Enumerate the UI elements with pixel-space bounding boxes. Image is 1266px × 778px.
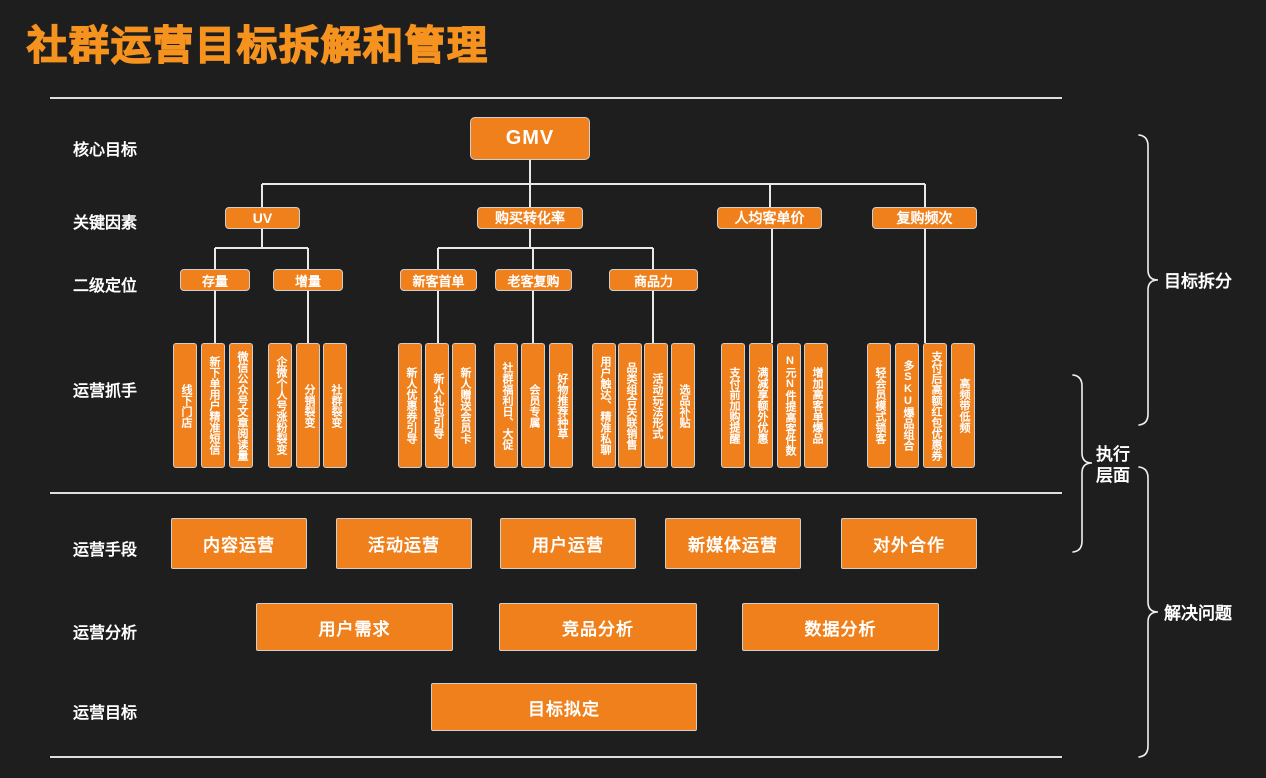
section-label-key-factors: 关键因素 bbox=[73, 215, 138, 232]
tactic-node-label: 线下门店 bbox=[179, 383, 192, 428]
tactic-node: 满减享额外优惠 bbox=[749, 343, 773, 468]
tactic-node: 新人赠送会员卡 bbox=[452, 343, 476, 468]
tactic-node: 品类组合关联销售 bbox=[618, 343, 642, 468]
bracket-label-goal-split: 目标拆分 bbox=[1164, 272, 1232, 291]
key-factor-node: UV bbox=[225, 207, 300, 229]
secondary-position-node: 新客首单 bbox=[400, 269, 477, 291]
tactic-node: 新人礼包引导 bbox=[425, 343, 449, 468]
tactic-node-label: 新人礼包引导 bbox=[431, 372, 444, 439]
tactic-node: 线下门店 bbox=[173, 343, 197, 468]
tactic-node-label: 会员专属 bbox=[527, 383, 540, 428]
tactic-node-label: 多SKU爆品组合 bbox=[901, 360, 914, 451]
tactic-node-label: 满减享额外优惠 bbox=[755, 367, 768, 444]
tactic-node: 增加高客单爆品 bbox=[804, 343, 828, 468]
method-node: 内容运营 bbox=[171, 518, 307, 569]
section-label-core-goal: 核心目标 bbox=[73, 142, 138, 159]
key-factor-node: 购买转化率 bbox=[477, 207, 583, 229]
tactic-node-label: 支付后高额红包优惠券 bbox=[929, 350, 942, 461]
section-label-operation-analysis: 运营分析 bbox=[73, 625, 138, 642]
tactic-node: 分销裂变 bbox=[296, 343, 320, 468]
tactic-node: 高频带低频 bbox=[951, 343, 975, 468]
tactic-node-label: 活动玩法形式 bbox=[650, 372, 663, 439]
method-node: 活动运营 bbox=[336, 518, 472, 569]
tactic-node: 微信公众号文章阅读量 bbox=[229, 343, 253, 468]
tactic-node-label: 支付前加购提醒 bbox=[727, 367, 740, 444]
tactic-node: 支付后高额红包优惠券 bbox=[923, 343, 947, 468]
tactic-node: 支付前加购提醒 bbox=[721, 343, 745, 468]
tactic-node: 新人优惠券引导 bbox=[398, 343, 422, 468]
brace-execution bbox=[1072, 374, 1093, 553]
tactic-node-label: 微信公众号文章阅读量 bbox=[235, 350, 248, 461]
key-factor-node: 人均客单价 bbox=[717, 207, 822, 229]
analysis-node: 竞品分析 bbox=[499, 603, 697, 651]
tactic-node: 选品补贴 bbox=[671, 343, 695, 468]
method-node: 对外合作 bbox=[841, 518, 977, 569]
tactic-node-label: 增加高客单爆品 bbox=[810, 367, 823, 444]
tactic-node: 轻会员模式锁客 bbox=[867, 343, 891, 468]
tactic-node-label: 社群福利日、大促 bbox=[500, 361, 513, 450]
bracket-label-problem-solving: 解决问题 bbox=[1164, 604, 1232, 623]
tactic-node-label: 新下单用户精准短信 bbox=[207, 356, 220, 455]
section-label-secondary-position: 二级定位 bbox=[73, 278, 138, 295]
tactic-node-label: 新人优惠券引导 bbox=[404, 367, 417, 444]
brace-problem-solving bbox=[1138, 466, 1159, 758]
tactic-node-label: 用户触达、精准私聊 bbox=[598, 356, 611, 455]
tactic-node: 社群裂变 bbox=[323, 343, 347, 468]
secondary-position-node: 存量 bbox=[180, 269, 250, 291]
tactic-node-label: N元N件提高客件数 bbox=[783, 355, 796, 456]
tactic-node-label: 分销裂变 bbox=[302, 383, 315, 428]
brace-goal-split bbox=[1138, 134, 1159, 426]
goal-node: 目标拟定 bbox=[431, 683, 697, 731]
tactic-node-label: 轻会员模式锁客 bbox=[873, 367, 886, 444]
tactic-node: 新下单用户精准短信 bbox=[201, 343, 225, 468]
tactic-node-label: 选品补贴 bbox=[677, 383, 690, 428]
tactic-node-label: 新人赠送会员卡 bbox=[458, 367, 471, 444]
section-label-operation-levers: 运营抓手 bbox=[73, 383, 138, 400]
tactic-node: 社群福利日、大促 bbox=[494, 343, 518, 468]
method-node: 用户运营 bbox=[500, 518, 636, 569]
page-title: 社群运营目标拆解和管理 bbox=[26, 23, 489, 69]
secondary-position-node: 老客复购 bbox=[495, 269, 572, 291]
bracket-label-execution: 执行层面 bbox=[1096, 445, 1130, 486]
tactic-node: 会员专属 bbox=[521, 343, 545, 468]
tactic-node: 用户触达、精准私聊 bbox=[592, 343, 616, 468]
tactic-node: 活动玩法形式 bbox=[644, 343, 668, 468]
tactic-node: 企微个人号涨粉裂变 bbox=[268, 343, 292, 468]
tactic-node-label: 好物推荐种草 bbox=[555, 372, 568, 439]
tactic-node-label: 高频带低频 bbox=[957, 378, 970, 433]
tactic-node-label: 品类组合关联销售 bbox=[624, 361, 637, 450]
core-goal-node: GMV bbox=[470, 117, 590, 160]
tactic-node-label: 社群裂变 bbox=[329, 383, 342, 428]
tactic-node: 好物推荐种草 bbox=[549, 343, 573, 468]
tactic-node-label: 企微个人号涨粉裂变 bbox=[274, 356, 287, 455]
section-label-operation-methods: 运营手段 bbox=[73, 542, 138, 559]
method-node: 新媒体运营 bbox=[665, 518, 801, 569]
key-factor-node: 复购频次 bbox=[872, 207, 977, 229]
section-label-operation-goal: 运营目标 bbox=[73, 705, 138, 722]
tactic-node: N元N件提高客件数 bbox=[777, 343, 801, 468]
analysis-node: 数据分析 bbox=[742, 603, 939, 651]
secondary-position-node: 增量 bbox=[273, 269, 343, 291]
tactic-node: 多SKU爆品组合 bbox=[895, 343, 919, 468]
secondary-position-node: 商品力 bbox=[609, 269, 698, 291]
analysis-node: 用户需求 bbox=[256, 603, 453, 651]
